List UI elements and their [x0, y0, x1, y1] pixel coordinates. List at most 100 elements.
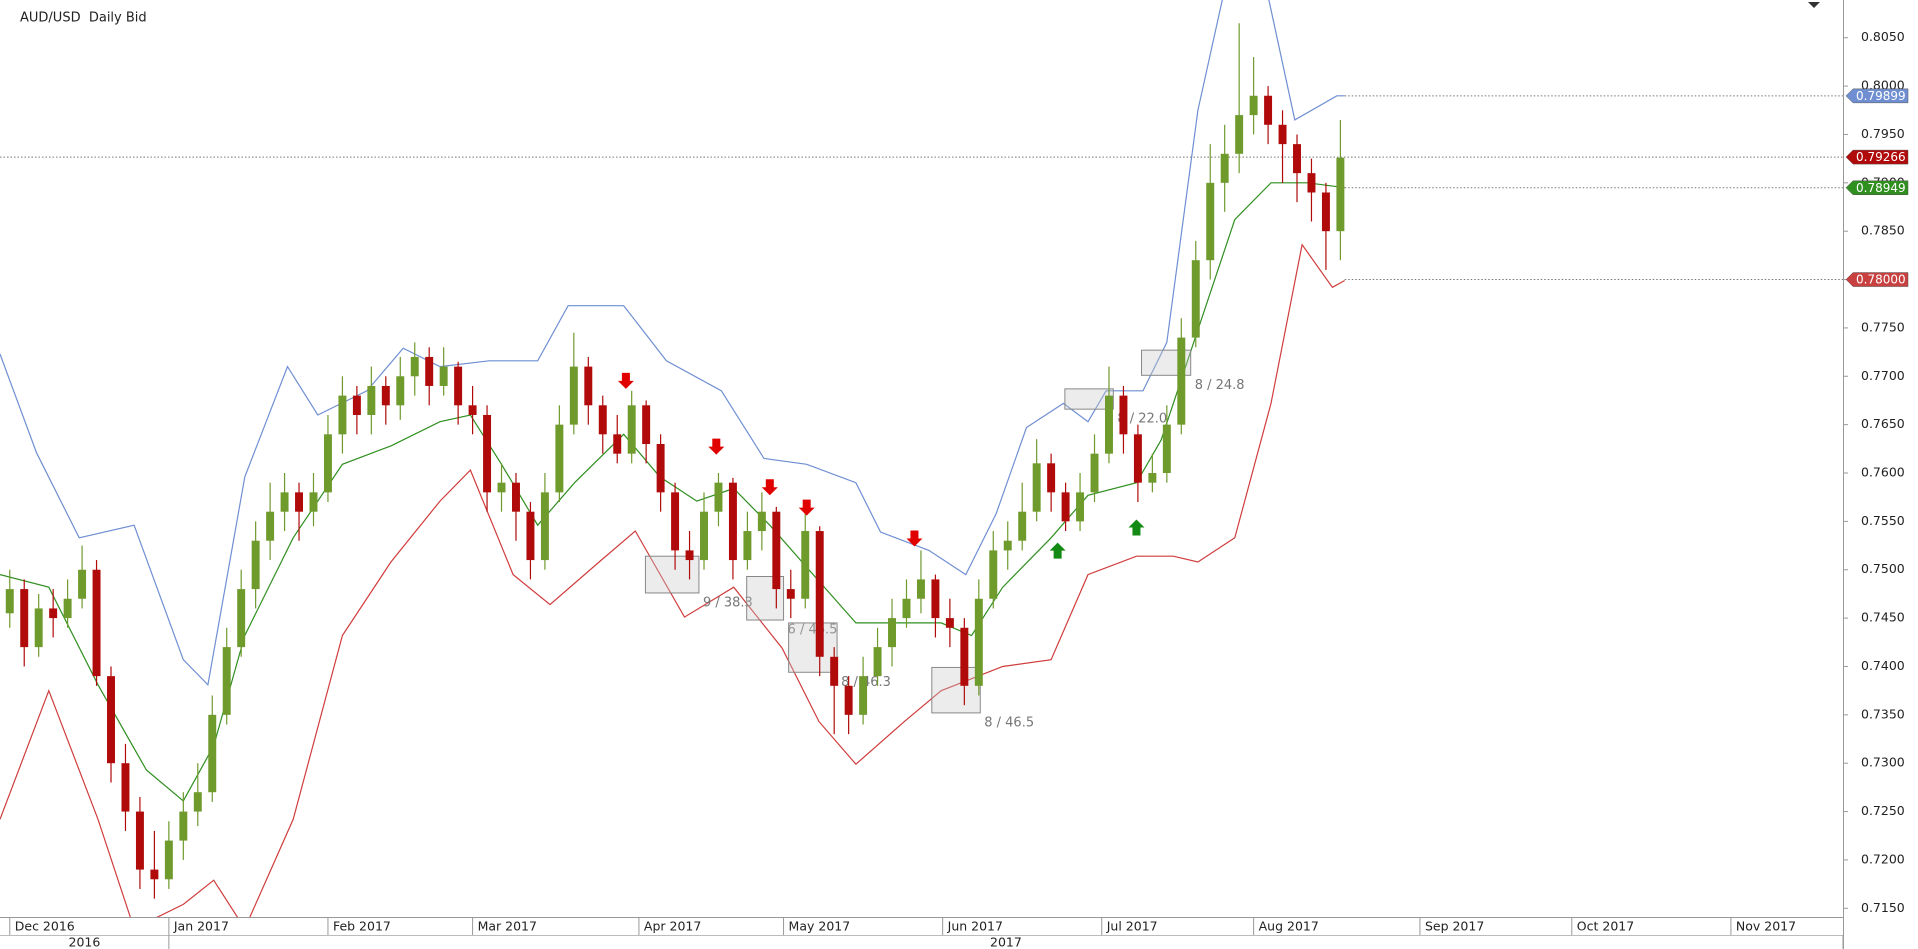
candle-body	[888, 618, 897, 648]
candle-body	[396, 376, 405, 406]
candle-body	[526, 511, 535, 561]
candle-body	[49, 608, 58, 619]
price-tag-label: 0.79899	[1856, 89, 1906, 103]
candle-body	[1321, 192, 1330, 232]
candle-body	[1003, 540, 1012, 551]
y-tick-label: 0.7650	[1861, 416, 1905, 431]
year-label: 2017	[990, 935, 1022, 949]
candle-body	[78, 569, 87, 599]
candle-body	[483, 414, 492, 493]
pattern-box	[788, 622, 838, 673]
candle-body	[208, 714, 217, 793]
pattern-label: 8 / 22.0	[1117, 412, 1167, 427]
sell-signal	[617, 372, 634, 389]
candle-body	[5, 589, 14, 614]
candle-body	[497, 482, 506, 493]
candle-body	[801, 531, 810, 599]
year-label: 2016	[69, 935, 101, 949]
candle-body	[931, 579, 940, 619]
candle-body	[164, 840, 173, 880]
candle-body	[468, 405, 477, 415]
candle-body	[627, 405, 636, 454]
candle-body	[63, 598, 72, 619]
candle-body	[367, 385, 376, 415]
pattern-label: 9 / 38.3	[703, 595, 753, 610]
candle-body	[656, 443, 665, 493]
candle-body	[830, 656, 839, 686]
candle-body	[569, 366, 578, 425]
candle-body	[251, 540, 260, 590]
pattern-box	[1064, 388, 1114, 410]
x-tick-label: Sep 2017	[1425, 919, 1484, 934]
x-tick-label: Mar 2017	[478, 919, 537, 934]
candle-body	[613, 434, 622, 454]
menu-arrow[interactable]	[1808, 2, 1820, 8]
y-tick-label: 0.7300	[1861, 755, 1905, 770]
candle-body	[107, 676, 115, 764]
candle-body	[700, 511, 708, 561]
candle-body	[772, 511, 781, 590]
sell-signal	[906, 530, 923, 547]
y-tick-label: 0.7200	[1861, 851, 1905, 866]
candle-body	[786, 589, 795, 599]
candle-body	[873, 647, 882, 677]
price-tag	[1845, 88, 1909, 104]
candle-body	[1105, 395, 1113, 454]
candle-body	[859, 676, 868, 715]
price-tag-label: 0.78000	[1856, 273, 1906, 287]
x-tick-label: May 2017	[789, 919, 851, 934]
candle-body	[685, 550, 694, 561]
candle-body	[844, 685, 853, 715]
candle-body	[815, 531, 824, 657]
y-tick-label: 0.7600	[1861, 465, 1905, 480]
candle-body	[1220, 153, 1229, 183]
x-tick-label: Jul 2017	[1106, 919, 1158, 934]
candle-body	[1076, 492, 1085, 522]
pattern-label: 6 / 46.5	[788, 623, 838, 638]
candle-body	[728, 482, 737, 561]
buy-signal	[1128, 519, 1145, 536]
candle-body	[1032, 463, 1041, 512]
candle-body	[34, 608, 43, 648]
x-tick-label: Oct 2017	[1577, 919, 1634, 934]
candle-body	[179, 811, 188, 841]
band-line	[0, 243, 1345, 917]
candle-body	[1162, 424, 1171, 474]
band-line	[0, 182, 1345, 802]
candle-body	[1307, 173, 1316, 193]
candle-body	[642, 405, 651, 444]
pattern-label: 8 / 46.5	[984, 715, 1034, 730]
band-line	[0, 0, 1345, 687]
candle-body	[671, 492, 680, 551]
price-tag-label: 0.79266	[1856, 150, 1906, 164]
candle-body	[150, 869, 159, 880]
candle-body	[381, 385, 390, 406]
candle-body	[757, 511, 766, 532]
x-tick-label: Jun 2017	[947, 919, 1003, 934]
x-tick-label: Nov 2017	[1736, 919, 1796, 934]
candle-body	[555, 424, 564, 493]
candle-body	[352, 395, 361, 415]
candle-body	[714, 482, 723, 512]
candle-body	[743, 531, 752, 561]
y-tick-label: 0.7350	[1861, 706, 1905, 721]
candle-body	[1249, 95, 1258, 116]
y-tick-label: 0.7500	[1861, 561, 1905, 576]
x-tick-label: Apr 2017	[644, 919, 701, 934]
y-tick-label: 0.7550	[1861, 513, 1905, 528]
candle-body	[1090, 453, 1099, 493]
x-tick-label: Jan 2017	[173, 919, 229, 934]
y-tick-label: 0.7850	[1861, 223, 1905, 238]
plot-area: 9 / 38.36 / 46.58 / 46.38 / 46.58 / 22.0…	[0, 0, 1843, 917]
chart-title: AUD/USD Daily Bid	[20, 11, 147, 26]
y-tick-label: 0.7700	[1861, 368, 1905, 383]
candle-body	[295, 492, 304, 512]
candle-body	[902, 598, 911, 619]
candle-body	[974, 598, 983, 686]
candle-body	[1235, 115, 1244, 154]
candle-body	[121, 763, 130, 812]
sell-signal	[708, 438, 725, 455]
candle-body	[1119, 395, 1128, 435]
y-tick-label: 0.7400	[1861, 658, 1905, 673]
